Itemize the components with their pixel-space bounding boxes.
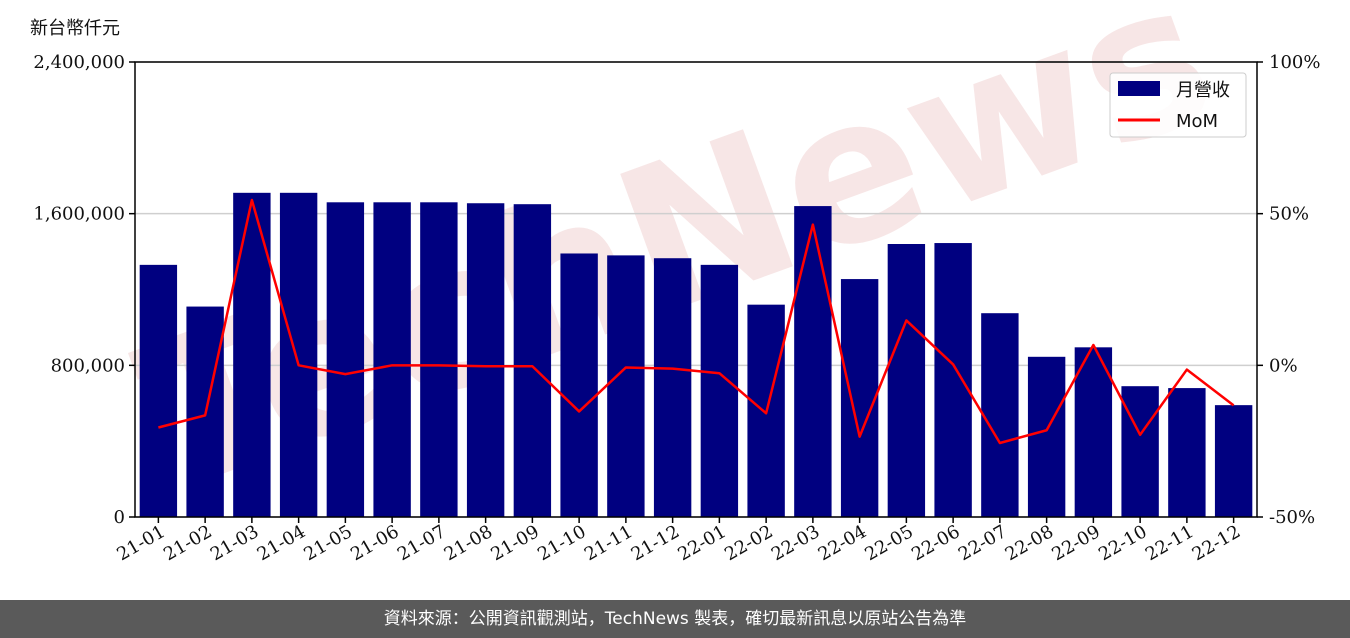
x-tick-label: 22-12 (1189, 521, 1244, 565)
y-axis-unit-label: 新台幣仟元 (30, 18, 120, 39)
right-tick-label: -50% (1269, 507, 1315, 528)
plot-frame (134, 61, 1258, 518)
bar-22-03 (794, 206, 832, 518)
mom-line (158, 198, 1235, 445)
bar-22-01 (700, 264, 739, 517)
x-tick-label: 21-03 (207, 521, 262, 565)
bar-21-12 (653, 258, 692, 517)
x-tick-label: 22-01 (674, 521, 729, 565)
x-tick-label: 21-07 (394, 521, 449, 565)
x-tick-label: 22-08 (1002, 521, 1057, 565)
bar-21-09 (513, 204, 552, 517)
left-tick-label: 2,400,000 (33, 52, 125, 73)
x-tick-label: 21-04 (254, 521, 309, 565)
x-tick-label: 22-04 (815, 521, 870, 565)
revenue-chart: TechNews 0800,0001,600,0002,400,000-50%0… (33, 0, 1320, 565)
x-tick-label: 22-03 (768, 521, 823, 565)
bar-21-01 (139, 264, 178, 517)
legend-label-mom: MoM (1176, 111, 1218, 132)
bar-22-12 (1214, 405, 1253, 517)
bar-series (139, 192, 1253, 518)
bar-22-11 (1168, 388, 1206, 517)
x-tick-label: 22-06 (908, 521, 963, 565)
bar-21-08 (466, 203, 505, 518)
bar-21-10 (560, 253, 598, 517)
bar-21-03 (233, 192, 271, 517)
right-tick-label: 50% (1269, 204, 1309, 225)
x-tick-label: 21-10 (534, 521, 589, 565)
bar-22-05 (887, 244, 926, 517)
bar-21-06 (373, 202, 411, 517)
bar-22-10 (1121, 386, 1159, 517)
x-tick-label: 21-08 (441, 521, 496, 565)
bar-22-08 (1027, 356, 1066, 517)
x-tick-label: 21-09 (487, 521, 542, 565)
bar-22-06 (934, 243, 972, 518)
left-tick-label: 1,600,000 (33, 204, 125, 225)
bar-21-05 (326, 202, 365, 517)
x-tick-label: 22-02 (721, 521, 776, 565)
x-tick-label: 22-11 (1142, 521, 1197, 565)
bar-21-04 (279, 192, 318, 517)
bar-22-04 (840, 279, 879, 517)
right-tick-label: 0% (1269, 355, 1298, 376)
source-footer: 資料來源：公開資訊觀測站，TechNews 製表，確切最新訊息以原站公告為準 (0, 600, 1350, 638)
bar-21-11 (607, 255, 645, 517)
x-tick-label: 21-11 (581, 521, 636, 565)
bar-22-09 (1074, 347, 1113, 517)
mom-line-series (158, 198, 1235, 445)
right-tick-label: 100% (1269, 52, 1320, 73)
x-tick-label: 21-06 (347, 521, 402, 565)
x-tick-label: 22-09 (1048, 521, 1103, 565)
x-tick-label: 22-05 (861, 521, 916, 565)
legend-bar-swatch (1118, 81, 1160, 96)
legend-label-revenue: 月營收 (1176, 80, 1230, 101)
x-tick-label: 22-07 (955, 521, 1010, 565)
bar-22-07 (981, 313, 1019, 517)
left-tick-label: 800,000 (51, 355, 125, 376)
x-tick-label: 22-10 (1095, 521, 1150, 565)
legend: 月營收 MoM (1109, 72, 1247, 138)
x-tick-label: 21-05 (300, 521, 355, 565)
x-tick-label: 21-02 (160, 521, 215, 565)
x-tick-label: 21-12 (628, 521, 683, 565)
left-tick-label: 0 (114, 507, 125, 528)
bar-21-07 (420, 202, 458, 517)
